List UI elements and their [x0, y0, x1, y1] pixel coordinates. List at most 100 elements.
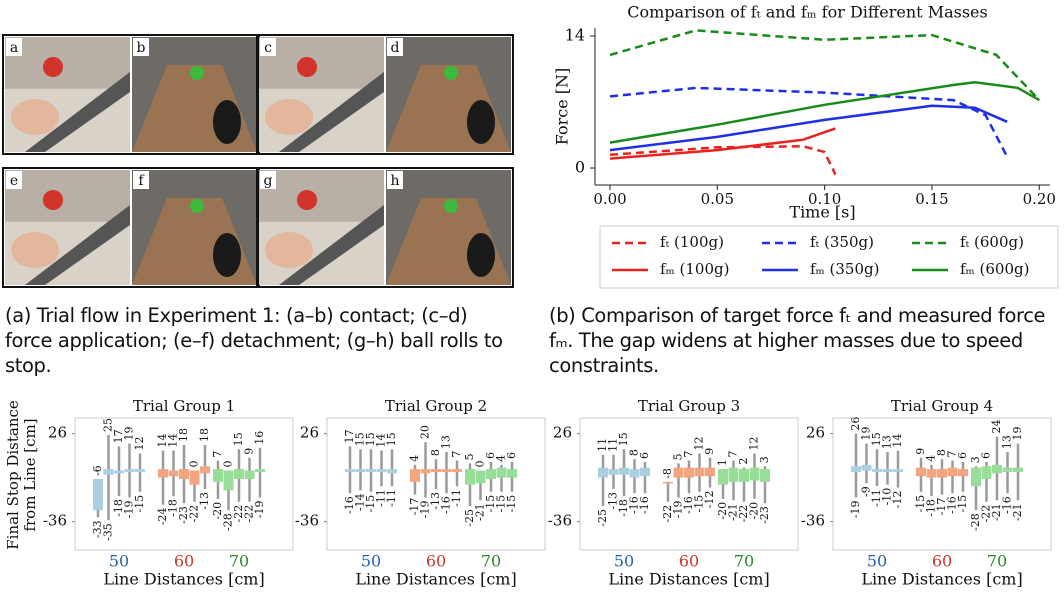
- box: [663, 482, 673, 484]
- legend-label: fₜ (600g): [960, 233, 1024, 251]
- value-label: 15: [232, 432, 245, 446]
- x-tick-label: 60: [932, 552, 952, 571]
- box: [452, 469, 462, 472]
- value-label: 19: [1011, 427, 1024, 441]
- x-tick-label: 60: [426, 552, 446, 571]
- photo-label: e: [10, 173, 18, 189]
- value-label: -15: [505, 495, 518, 513]
- series-line: [610, 106, 1007, 150]
- box: [619, 468, 629, 475]
- value-label: -16: [638, 496, 651, 514]
- caption-b: (b) Comparison of target force fₜ and me…: [549, 303, 1054, 378]
- x-axis-label: Line Distances [cm]: [861, 570, 1022, 589]
- box: [695, 468, 705, 477]
- y-axis-label: from Line [cm]: [21, 418, 39, 531]
- value-label: 18: [198, 428, 211, 442]
- photo-hand: [265, 232, 313, 268]
- value-label: 0: [188, 461, 201, 468]
- box: [971, 468, 981, 486]
- y-tick-label: 26: [806, 424, 825, 442]
- value-label: 20: [419, 425, 432, 439]
- x-tick-label: 50: [361, 552, 381, 571]
- photo-ball: [43, 57, 63, 77]
- value-label: 2: [737, 458, 750, 465]
- box: [862, 465, 872, 471]
- box: [179, 469, 189, 479]
- value-label: -19: [253, 500, 266, 518]
- value-label: 15: [617, 432, 630, 446]
- y-tick-label: -36: [43, 512, 67, 530]
- box: [729, 468, 739, 482]
- box: [366, 469, 376, 472]
- value-label: -25: [596, 509, 609, 527]
- box: [356, 469, 366, 472]
- box: [927, 469, 937, 478]
- box: [718, 469, 728, 485]
- chart-title: Trial Group 1: [133, 397, 235, 415]
- value-label: 9: [243, 448, 256, 455]
- box: [958, 469, 968, 476]
- value-label: 18: [177, 428, 190, 442]
- value-label: -11: [450, 489, 463, 507]
- box: [982, 466, 992, 479]
- photo-ball: [297, 57, 317, 77]
- box: [190, 471, 200, 485]
- series-line: [610, 128, 835, 158]
- value-label: -23: [758, 506, 771, 524]
- box: [431, 469, 441, 472]
- value-label: 9: [914, 448, 927, 455]
- value-label: -21: [1011, 503, 1024, 521]
- photo-label: a: [10, 40, 18, 56]
- figure: abcdefghComparison of fₜ and fₘ for Diff…: [0, 0, 1064, 594]
- box: [224, 471, 234, 491]
- photo-wall: [5, 37, 130, 89]
- box: [1013, 468, 1023, 472]
- value-label: -11: [385, 489, 398, 507]
- box: [609, 469, 619, 475]
- box: [883, 469, 893, 472]
- photo-label: c: [264, 40, 272, 56]
- box: [421, 469, 431, 473]
- box: [114, 471, 124, 474]
- legend-label: fₘ (100g): [660, 260, 729, 278]
- box: [135, 469, 145, 472]
- x-tick-label: 0.15: [915, 190, 948, 208]
- photo-hand: [265, 99, 313, 135]
- value-label: -8: [661, 468, 674, 479]
- photo-vr-ball: [190, 66, 204, 80]
- y-axis-label: Final Stop Distance: [4, 400, 22, 550]
- series-line: [610, 82, 1039, 142]
- y-axis-label: Force [N]: [553, 68, 572, 146]
- value-label: 7: [682, 451, 695, 458]
- x-tick-label: 0.00: [593, 190, 626, 208]
- photo-vr-hand: [467, 100, 495, 144]
- box: [630, 469, 640, 478]
- box: [245, 471, 255, 480]
- box: [387, 469, 397, 473]
- value-label: -12: [703, 491, 716, 509]
- value-label: -15: [133, 495, 146, 513]
- x-tick-label: 70: [229, 552, 249, 571]
- y-tick-label: 14: [565, 26, 585, 45]
- box: [345, 469, 355, 472]
- box: [937, 469, 947, 478]
- page: abcdefghComparison of fₜ and fₘ for Diff…: [0, 0, 1064, 594]
- value-label: 14: [891, 434, 904, 448]
- box: [507, 469, 517, 478]
- box: [255, 469, 265, 472]
- value-label: 16: [253, 431, 266, 445]
- photo-label: g: [264, 173, 273, 189]
- photo-vr-ball: [190, 199, 204, 213]
- photo-ball: [43, 190, 63, 210]
- value-label: 15: [385, 432, 398, 446]
- photo-label: b: [137, 40, 146, 56]
- x-axis-label: Line Distances [cm]: [355, 570, 516, 589]
- photo-wall: [259, 37, 384, 89]
- box: [872, 469, 882, 472]
- box: [750, 468, 760, 481]
- value-label: 12: [133, 436, 146, 450]
- value-label: 9: [703, 448, 716, 455]
- x-tick-label: 0.20: [1023, 190, 1056, 208]
- value-label: 7: [450, 451, 463, 458]
- photo-label: h: [390, 173, 399, 189]
